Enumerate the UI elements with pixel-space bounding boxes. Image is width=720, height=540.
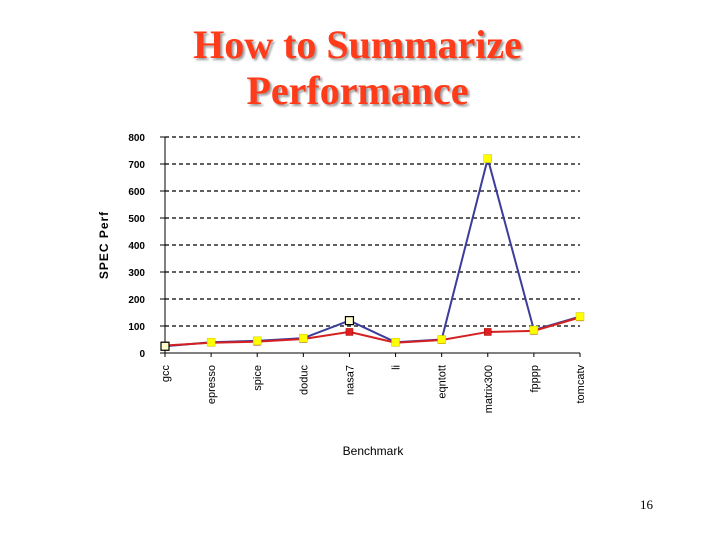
x-tick-label-nasa7: nasa7 [344, 365, 356, 395]
y-tick-label-500: 500 [128, 214, 145, 225]
series-2-line [164, 316, 581, 347]
x-tick-label-spice: spice [252, 365, 264, 391]
series-1-line [164, 154, 581, 348]
x-tick-label-eqntott: eqntott [437, 365, 449, 399]
series-2-point-nasa7 [345, 328, 354, 336]
x-tick-label-tomcatv: tomcatv [575, 365, 587, 404]
series-1-point-spice [252, 336, 262, 346]
series-1-point-li [391, 337, 400, 347]
y-tick-label-400: 400 [128, 241, 145, 252]
series-1-point-eqntott [437, 335, 446, 344]
x-tick-label-doduc: doduc [298, 365, 310, 395]
series-2-point-matrix300 [484, 328, 492, 336]
y-tick-label-700: 700 [128, 160, 145, 171]
slide-title: How to Summarize Performance [0, 22, 715, 114]
slide-title-line-2: Performance [246, 68, 469, 113]
y-tick-label-600: 600 [128, 187, 145, 198]
series-1-point-fpppp [529, 325, 539, 335]
y-tick-label-100: 100 [128, 322, 145, 333]
y-tick-label-200: 200 [128, 295, 145, 306]
x-tick-label-matrix300: matrix300 [483, 365, 495, 413]
x-tick-label-epresso: epresso [206, 365, 218, 404]
y-tick-label-0: 0 [139, 349, 145, 360]
series-1-point-epresso [206, 337, 216, 347]
x-axis-title: Benchmark [343, 444, 405, 458]
y-tick-label-300: 300 [128, 268, 145, 279]
series-1-point-nasa7 [344, 316, 355, 326]
x-tick-label-fpppp: fpppp [529, 365, 541, 393]
x-tick-label-li: li [391, 365, 403, 370]
series-1-point-tomcatv [575, 312, 585, 321]
y-axis-title: SPEC Perf [97, 211, 111, 279]
series-1-point-gcc [160, 341, 170, 351]
page-number: 16 [640, 497, 653, 512]
series-1-point-doduc [299, 333, 308, 343]
slide-title-line-1: How to Summarize [193, 22, 522, 67]
x-tick-label-gcc: gcc [160, 365, 172, 383]
series-1-point-matrix300 [483, 154, 493, 163]
y-tick-label-800: 800 [128, 133, 145, 144]
